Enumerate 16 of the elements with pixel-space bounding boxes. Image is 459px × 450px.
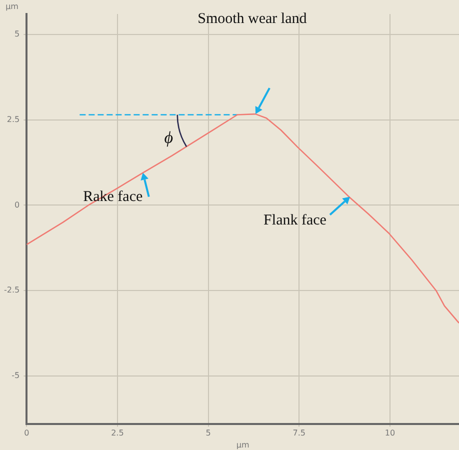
y-tick-label: 0	[14, 200, 20, 210]
x-tick-label: 5	[206, 428, 211, 438]
y-tick-label: 2.5	[6, 114, 20, 124]
y-tick-label: 5	[14, 30, 20, 39]
annotation: Rake face	[83, 188, 143, 205]
y-tick-label: -2.5	[4, 286, 20, 295]
annotation: ϕ	[164, 128, 174, 147]
x-tick-label: 10	[384, 428, 396, 438]
y-tick-label: -5	[12, 371, 20, 380]
annotation: Smooth wear land	[198, 11, 308, 27]
x-axis-title: μm	[236, 440, 250, 450]
x-tick-label: 2.5	[111, 428, 124, 438]
annotation: Flank face	[264, 212, 327, 229]
x-tick-label: 7.5	[292, 428, 306, 438]
y-axis-title: μm	[6, 2, 19, 11]
x-tick-label: 0	[24, 428, 30, 438]
